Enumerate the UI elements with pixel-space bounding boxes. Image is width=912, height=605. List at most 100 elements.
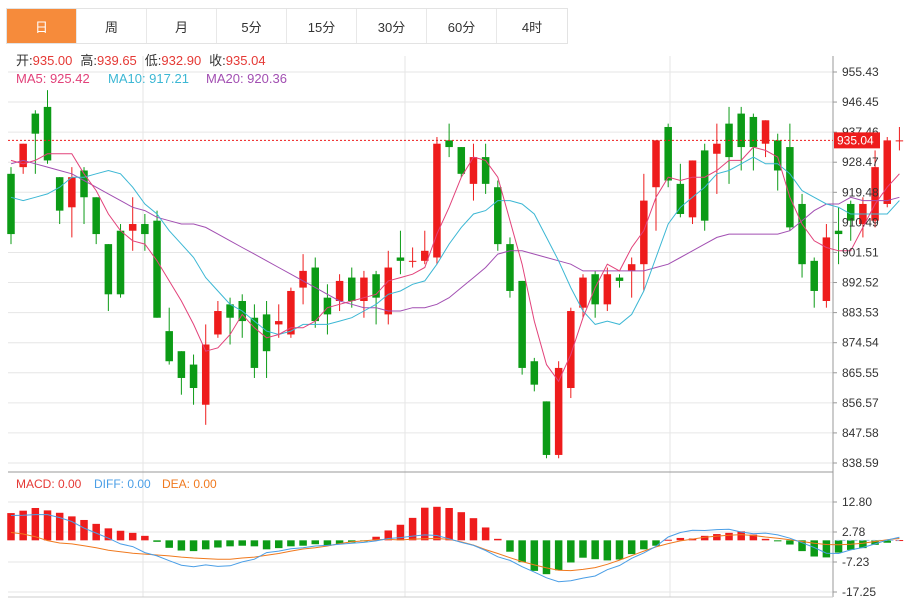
candle (883, 137, 891, 208)
candle-body (372, 274, 380, 298)
macd-bar (68, 516, 76, 541)
macd-bar (834, 540, 843, 553)
macd-bar (153, 540, 161, 542)
macd-bar (43, 510, 52, 541)
macd-bar (372, 536, 380, 541)
macd-bar (311, 540, 319, 545)
tab-4[interactable]: 15分 (287, 9, 357, 43)
candle-body (883, 140, 891, 204)
macd-bar (786, 540, 794, 545)
candle (177, 351, 186, 395)
macd-bar (80, 519, 88, 541)
macd-legend-item: DEA: 0.00 (162, 477, 217, 491)
price-tick-label: 883.53 (842, 306, 879, 320)
last-price-label: 935.04 (837, 133, 874, 147)
macd-bar (92, 523, 100, 541)
candle (201, 324, 210, 425)
candle-body (749, 116, 758, 148)
candle (871, 150, 879, 228)
tab-7[interactable]: 4时 (521, 19, 543, 35)
candle (274, 304, 283, 338)
candle (141, 213, 149, 251)
candle-body (688, 160, 697, 218)
ma-legend-item: MA10: 917.21 (108, 71, 189, 86)
candle (43, 90, 52, 164)
candle-body (433, 143, 441, 258)
candle-body (335, 280, 344, 301)
candle-body (627, 264, 636, 271)
macd-bar (700, 535, 709, 541)
macd-bar (798, 540, 806, 552)
candle (810, 257, 818, 308)
candle-body (457, 147, 466, 174)
candle-body (518, 280, 526, 368)
macd-bar (433, 506, 441, 541)
macd-bar (299, 540, 307, 546)
tab-3[interactable]: 5分 (217, 9, 287, 43)
tab-5[interactable]: 30分 (357, 9, 427, 43)
macd-bar (408, 517, 417, 541)
candle (713, 123, 721, 194)
candle (615, 274, 624, 288)
macd-legend-item: MACD: 0.00 (16, 477, 82, 491)
candle (262, 300, 271, 378)
macd-bar (761, 538, 770, 541)
tab-6[interactable]: 60分 (427, 9, 497, 43)
ohlc-high: 939.65 (97, 53, 137, 68)
candle-body (287, 290, 295, 335)
macd-tick-label: -17.25 (842, 585, 876, 599)
macd-bar (846, 540, 855, 550)
candle (457, 147, 466, 178)
candle-body (530, 361, 539, 385)
candle (822, 224, 831, 308)
candle-body (408, 260, 417, 262)
ma20-line (10, 159, 900, 312)
candle-body (226, 304, 234, 318)
macd-bar (384, 530, 393, 541)
price-tick-label: 910.49 (842, 215, 879, 229)
candle-body (761, 120, 770, 144)
macd-bar (822, 540, 831, 558)
price-tick-label: 946.45 (842, 95, 879, 109)
candle (335, 274, 344, 312)
candle (31, 110, 40, 174)
candle (798, 193, 806, 278)
macd-bar (445, 507, 453, 541)
candle-body (165, 331, 173, 362)
macd-tick-label: 12.80 (842, 495, 872, 509)
candle-body (299, 270, 307, 288)
candle-body (141, 224, 149, 235)
tab-2[interactable]: 月 (147, 9, 217, 43)
candle (323, 284, 332, 335)
macd-bar (457, 512, 466, 541)
candle-body (846, 203, 855, 221)
macd-bar (554, 540, 563, 571)
macd-bar (469, 518, 478, 541)
macd-bar (116, 530, 125, 541)
macd-bar (676, 537, 685, 541)
tab-1[interactable]: 周 (77, 9, 147, 43)
macd-bar (725, 532, 733, 541)
candle (372, 270, 380, 325)
candle-body (421, 250, 429, 261)
macd-bar (883, 540, 891, 543)
macd-bar (177, 540, 186, 551)
macd-bar (652, 540, 660, 546)
candle (68, 167, 76, 238)
candle-body (128, 224, 137, 231)
price-tick-label: 892.52 (842, 276, 879, 290)
macd-bar (165, 540, 173, 548)
candle (737, 106, 745, 171)
candle (725, 106, 733, 184)
candle (542, 401, 551, 459)
candle (603, 267, 612, 312)
candle (834, 207, 843, 265)
tab-0[interactable]: 日 (7, 9, 77, 43)
candle (80, 167, 88, 225)
candle (360, 270, 368, 318)
candle (846, 200, 855, 241)
ohlc-info: 开:935.00 高:939.65 低:932.90 收:935.04 (16, 53, 266, 68)
ohlc-open-label: 开: (16, 53, 33, 68)
macd-bar (201, 540, 210, 550)
price-tick-label: 865.55 (842, 366, 879, 380)
